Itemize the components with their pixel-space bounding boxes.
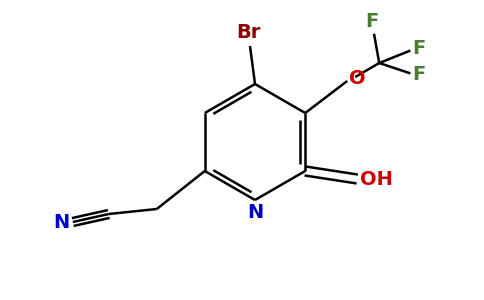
Text: F: F <box>412 40 425 58</box>
Text: N: N <box>54 214 70 232</box>
Text: OH: OH <box>360 169 393 188</box>
Text: N: N <box>247 203 263 222</box>
Text: F: F <box>412 65 425 85</box>
Text: F: F <box>365 12 379 31</box>
Text: Br: Br <box>236 23 260 42</box>
Text: O: O <box>349 70 366 88</box>
